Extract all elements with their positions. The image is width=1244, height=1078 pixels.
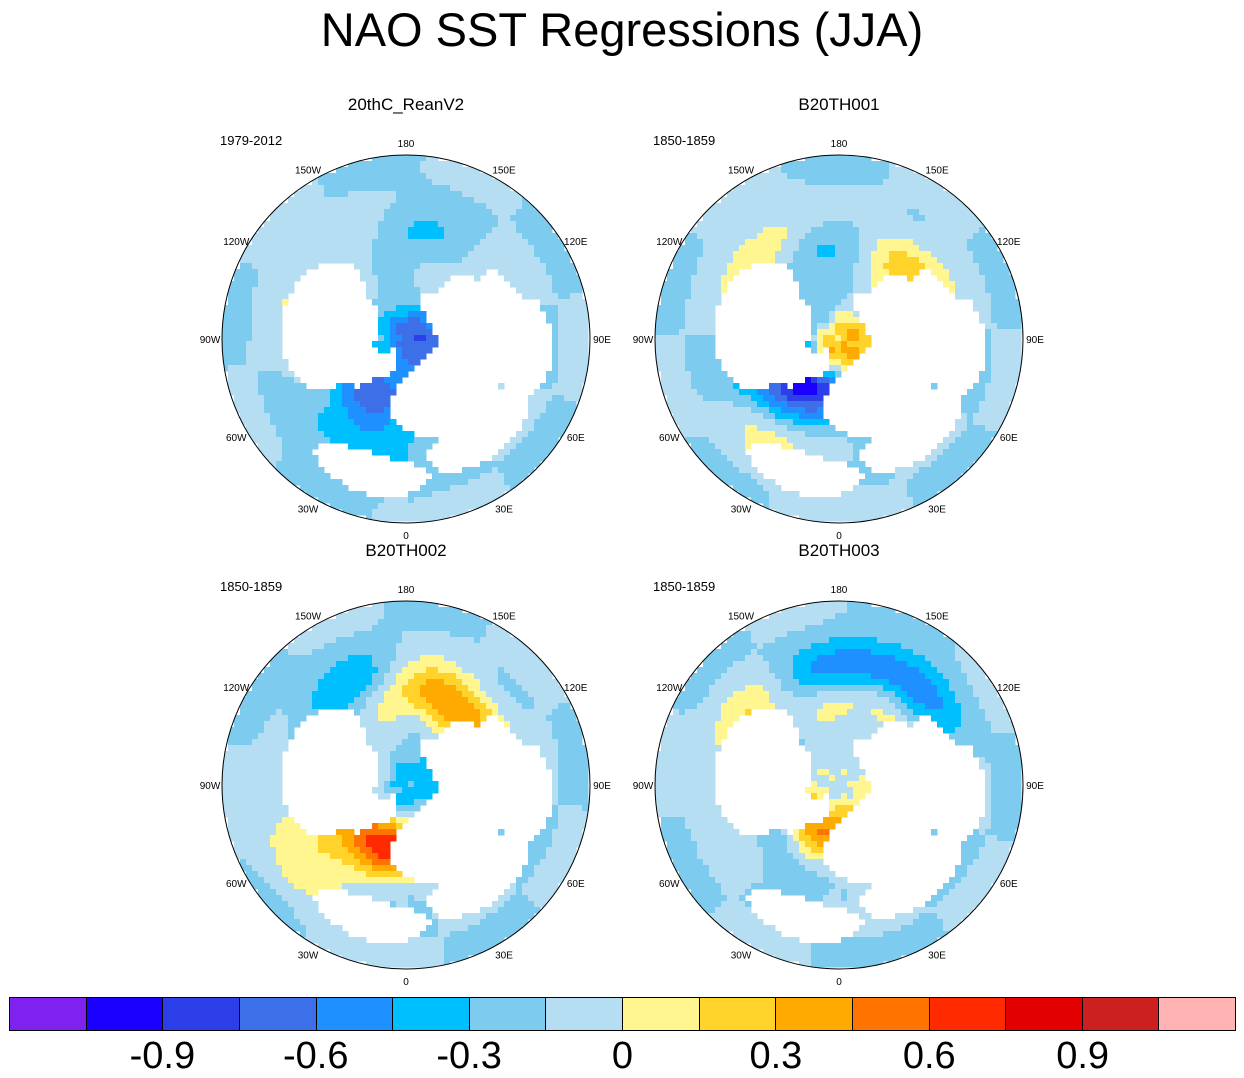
sst-field: [222, 155, 590, 523]
longitude-label: 30W: [731, 505, 752, 516]
panel-title: B20TH002: [365, 541, 447, 560]
longitude-label: 150E: [925, 611, 949, 622]
longitude-label: 30E: [928, 505, 946, 516]
longitude-label: 180: [831, 139, 848, 150]
sst-field: [655, 601, 1023, 969]
longitude-label: 150E: [492, 611, 516, 622]
longitude-label: 150W: [295, 165, 322, 176]
longitude-label: 60W: [226, 433, 247, 444]
longitude-label: 60E: [567, 433, 585, 444]
longitude-label: 90E: [1026, 781, 1044, 792]
longitude-label: 180: [831, 585, 848, 596]
colorbar-tick-label: 0: [611, 1035, 634, 1077]
longitude-label: 30W: [298, 951, 319, 962]
longitude-label: 150W: [728, 611, 755, 622]
panel-period: 1979-2012: [220, 133, 283, 148]
map-panel-0: 20thC_ReanV2 1979-2012 180 150E 120E 90E 60E…: [190, 95, 622, 542]
colorbar-tick-label: 0.3: [749, 1035, 803, 1077]
longitude-label: 120W: [223, 683, 250, 694]
panel-title: 20thC_ReanV2: [347, 95, 465, 114]
sst-field: [222, 601, 590, 969]
map-border: [221, 600, 591, 970]
longitude-label: 30E: [495, 951, 513, 962]
panel-title: B20TH003: [798, 541, 880, 560]
map-border: [654, 600, 1024, 970]
polar-map: 180 150E 120E 90E 60E 30E 0 30W 60W 90W 120W 150W: [633, 585, 1045, 988]
colorbar-box: [929, 998, 1007, 1030]
colorbar-box: [1082, 998, 1160, 1030]
longitude-label: 150W: [728, 165, 755, 176]
colorbar: [9, 997, 1236, 1031]
longitude-label: 90W: [633, 781, 654, 792]
longitude-label: 30W: [731, 951, 752, 962]
map-panel-1: B20TH001 1850-1859 180 150E 120E 90E 60E 30E 0…: [623, 95, 1055, 542]
longitude-label: 0: [403, 531, 409, 542]
longitude-label: 60E: [1000, 433, 1018, 444]
longitude-label: 60E: [1000, 879, 1018, 890]
colorbar-box: [239, 998, 317, 1030]
sst-field: [655, 155, 1023, 523]
longitude-label: 60E: [567, 879, 585, 890]
longitude-label: 180: [398, 139, 415, 150]
colorbar-box: [852, 998, 930, 1030]
longitude-label: 60W: [659, 879, 680, 890]
panel-period: 1850-1859: [220, 579, 283, 594]
colorbar-box: [10, 998, 87, 1030]
longitude-label: 120E: [564, 683, 588, 694]
longitude-label: 0: [836, 531, 842, 542]
panel-title: B20TH001: [798, 95, 880, 114]
colorbar-box: [316, 998, 394, 1030]
longitude-label: 120W: [656, 237, 683, 248]
colorbar-tick-label: -0.6: [283, 1035, 349, 1077]
colorbar-box: [1006, 998, 1083, 1030]
longitude-label: 90W: [633, 335, 654, 346]
colorbar-tick-label: -0.3: [436, 1035, 502, 1077]
longitude-label: 150E: [492, 165, 516, 176]
longitude-label: 90W: [200, 781, 221, 792]
map-panel-3: B20TH003 1850-1859 180 150E 120E 90E 60E 30E 0…: [623, 541, 1055, 988]
longitude-label: 120E: [564, 237, 588, 248]
colorbar-tick-label: 0.6: [902, 1035, 956, 1077]
polar-map: 180 150E 120E 90E 60E 30E 0 30W 60W 90W 120W 150W: [200, 585, 612, 988]
longitude-label: 180: [398, 585, 415, 596]
longitude-label: 90E: [593, 781, 611, 792]
map-panel-2: B20TH002 1850-1859 180 150E 120E 90E 60E 30E 0…: [190, 541, 622, 988]
panel-period: 1850-1859: [653, 133, 716, 148]
polar-map: 180 150E 120E 90E 60E 30E 0 30W 60W 90W 120W 150W: [200, 139, 612, 542]
colorbar-tick-label: 0.9: [1056, 1035, 1110, 1077]
longitude-label: 30W: [298, 505, 319, 516]
longitude-label: 90W: [200, 335, 221, 346]
longitude-label: 90E: [1026, 335, 1044, 346]
longitude-label: 150W: [295, 611, 322, 622]
colorbar-box: [163, 998, 240, 1030]
longitude-label: 120W: [656, 683, 683, 694]
colorbar-box: [699, 998, 777, 1030]
colorbar-box: [469, 998, 547, 1030]
colorbar-box: [1159, 998, 1235, 1030]
longitude-label: 0: [403, 977, 409, 988]
longitude-label: 120E: [997, 683, 1021, 694]
colorbar-box: [393, 998, 470, 1030]
colorbar-box: [86, 998, 164, 1030]
map-border: [221, 154, 591, 524]
colorbar-tick-label: -0.9: [129, 1035, 196, 1077]
colorbar-box: [776, 998, 853, 1030]
page-title: NAO SST Regressions (JJA): [320, 3, 924, 56]
map-border: [654, 154, 1024, 524]
longitude-label: 0: [836, 977, 842, 988]
longitude-label: 120E: [997, 237, 1021, 248]
longitude-label: 150E: [925, 165, 949, 176]
longitude-label: 60W: [659, 433, 680, 444]
panel-period: 1850-1859: [653, 579, 716, 594]
colorbar-box: [623, 998, 700, 1030]
longitude-label: 60W: [226, 879, 247, 890]
longitude-label: 120W: [223, 237, 250, 248]
colorbar-box: [546, 998, 623, 1030]
longitude-label: 90E: [593, 335, 611, 346]
longitude-label: 30E: [928, 951, 946, 962]
longitude-label: 30E: [495, 505, 513, 516]
polar-map: 180 150E 120E 90E 60E 30E 0 30W 60W 90W 120W 150W: [633, 139, 1045, 542]
